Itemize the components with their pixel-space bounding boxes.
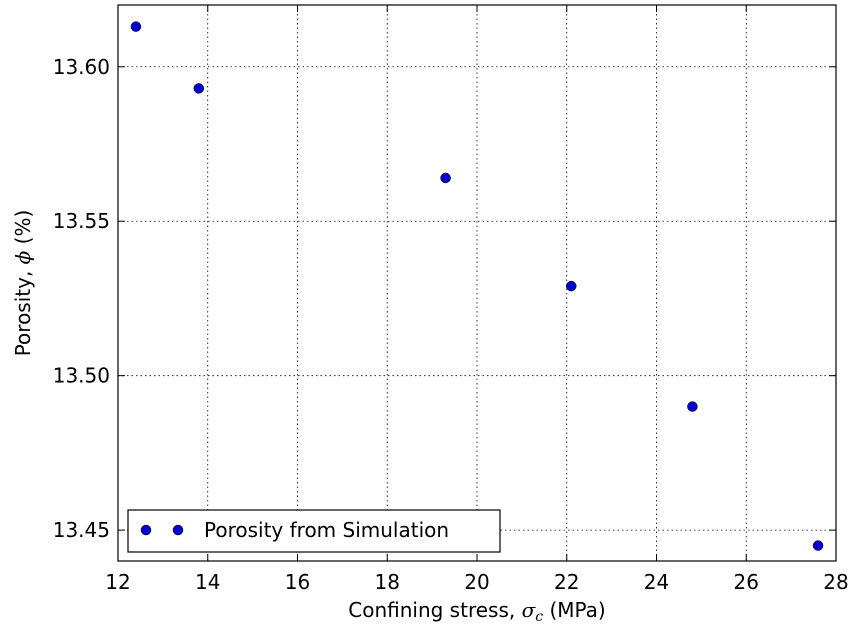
data-point <box>812 540 824 551</box>
data-points <box>130 21 824 551</box>
x-tick-label: 12 <box>105 570 130 594</box>
x-tick-label: 18 <box>375 570 400 594</box>
x-axis-label-prefix: Confining stress, <box>348 598 521 622</box>
data-point <box>130 21 142 32</box>
legend-marker-2 <box>172 524 184 536</box>
y-tick-label: 13.45 <box>53 518 110 542</box>
axis-ticks <box>117 5 837 561</box>
y-axis-label-prefix: Porosity, <box>11 264 35 356</box>
y-tick-labels: 13.45 13.50 13.55 13.60 <box>53 55 110 542</box>
data-point <box>440 172 451 184</box>
data-point <box>565 280 577 292</box>
legend-box <box>127 509 501 553</box>
y-axis-label-symbol: ϕ <box>11 250 35 264</box>
y-axis-label-suffix: (%) <box>11 210 35 251</box>
x-tick-label: 28 <box>823 570 848 594</box>
y-tick-label: 13.55 <box>53 209 110 233</box>
x-tick-label: 16 <box>285 570 310 594</box>
y-tick-label: 13.60 <box>53 55 110 79</box>
legend: Porosity from Simulation <box>127 509 501 553</box>
x-tick-labels: 12 14 16 18 20 22 24 26 28 <box>105 570 848 594</box>
y-axis-label: Porosity, ϕ (%) <box>11 210 35 357</box>
x-tick-label: 26 <box>734 570 759 594</box>
legend-marker-1 <box>140 524 152 536</box>
x-axis-label-symbol: σ <box>522 598 537 622</box>
x-axis-label-subscript: c <box>535 609 543 625</box>
data-point <box>687 401 698 412</box>
y-tick-label: 13.50 <box>53 364 110 388</box>
legend-label: Porosity from Simulation <box>204 518 449 542</box>
data-point <box>193 83 205 94</box>
x-axis-label: Confining stress, σc (MPa) <box>348 598 605 625</box>
x-axis-label-suffix: (MPa) <box>543 598 606 622</box>
x-tick-label: 14 <box>195 570 220 594</box>
x-tick-label: 22 <box>554 570 579 594</box>
x-tick-label: 20 <box>464 570 489 594</box>
x-tick-label: 24 <box>644 570 669 594</box>
